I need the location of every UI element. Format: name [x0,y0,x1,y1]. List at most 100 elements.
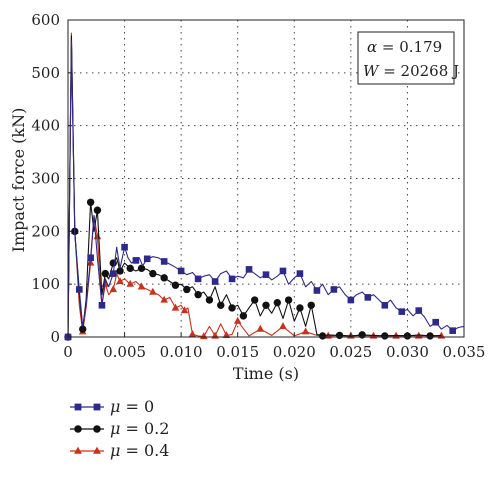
series-point [256,324,265,332]
legend-symbol: μ [110,441,120,460]
series-point [233,316,242,324]
series-point [426,332,434,340]
legend-value: = 0.2 [120,419,169,438]
series-point [137,264,146,273]
series-point [250,296,259,304]
series-point [335,331,344,340]
series-point [180,306,189,314]
legend: μ = 0μ = 0.2μ = 0.4 [70,397,169,460]
legend-symbol: μ [110,419,120,438]
series-point [93,425,101,433]
series-point [74,446,82,454]
series-point [415,307,423,314]
series-point [76,286,83,293]
legend-item: μ = 0.2 [70,419,169,438]
series-point [149,287,157,295]
series-point [273,298,282,307]
series-point [296,304,304,312]
annotation-alpha-value: = 0.179 [377,38,442,56]
series-point [194,275,202,283]
series-point [177,267,185,275]
series-point [143,255,151,263]
series-point [183,285,191,294]
series-point [109,270,117,277]
annotation-alpha-symbol: α [367,38,377,56]
series-point [245,266,253,273]
series-line [67,40,465,338]
series-point [284,296,293,304]
series-point [262,271,270,278]
y-axis-label: Impact force (kN) [9,108,28,253]
series-point [109,259,117,267]
annotation-work-symbol: W [363,62,380,80]
series-point [109,285,118,293]
series-point [318,332,327,340]
y-tick-label: 300 [31,170,60,188]
x-axis-label: Time (s) [233,364,299,383]
y-tick-label: 500 [31,64,60,82]
x-tick-label: 0 [63,343,73,361]
axis-ticks: 0 0.005 0.010 0.015 0.020 0.025 0.030 0.035 0 100… [31,11,485,361]
series-point [116,277,124,285]
y-tick-label: 100 [31,275,60,293]
series-point [160,274,168,282]
series-point [381,302,389,309]
series-point [301,327,310,335]
series-square [64,40,465,341]
annotation-frame [357,31,455,85]
series-point [188,330,197,337]
series-point [98,302,106,309]
series-point [279,322,287,330]
x-tick-label: 0.010 [160,343,203,361]
legend-symbol: μ [110,397,120,416]
legend-label: μ = 0.2 [110,419,169,438]
series-point [205,296,214,304]
x-tick-label: 0.015 [216,343,259,361]
series-point [79,325,87,333]
series-point [121,243,128,251]
series-point [93,232,102,240]
legend-item: μ = 0 [70,397,154,416]
annotation-work-value: = 20268 J [378,62,459,80]
y-tick-label: 200 [31,222,60,240]
series-point [137,282,146,290]
series-point [171,303,180,311]
series-point [149,269,157,278]
series-point [93,403,101,411]
series-point [116,267,124,275]
y-tick-label: 600 [31,11,60,29]
series-point [239,312,248,320]
annotation-work: W = 20268 J [363,62,459,80]
series-point [262,301,270,309]
series-point [398,308,406,315]
series-point [93,446,101,454]
legend-value: = 0.4 [120,441,169,460]
x-tick-label: 0.025 [329,343,372,361]
series-point [307,301,315,309]
series-point [74,403,82,411]
legend-item: μ = 0.4 [70,441,169,460]
series-point [86,198,95,206]
series-point [381,332,389,340]
series-point [449,327,456,334]
series-point [171,281,180,289]
series-point [199,332,208,340]
series-point [313,287,321,294]
series-point [432,318,440,326]
legend-label: μ = 0 [110,397,154,416]
series-point [126,279,135,287]
series-point [279,267,287,275]
series-point [347,296,355,304]
series-point [296,270,304,277]
annotation-alpha: α = 0.179 [367,38,442,56]
legend-value: = 0 [120,397,154,416]
x-tick-label: 0.035 [443,343,486,361]
series-point [101,269,110,278]
series-point [160,295,168,303]
series-point [217,301,225,309]
series-point [228,304,236,312]
series-point [211,278,219,285]
y-tick-label: 0 [50,328,60,346]
series-point [160,258,168,265]
